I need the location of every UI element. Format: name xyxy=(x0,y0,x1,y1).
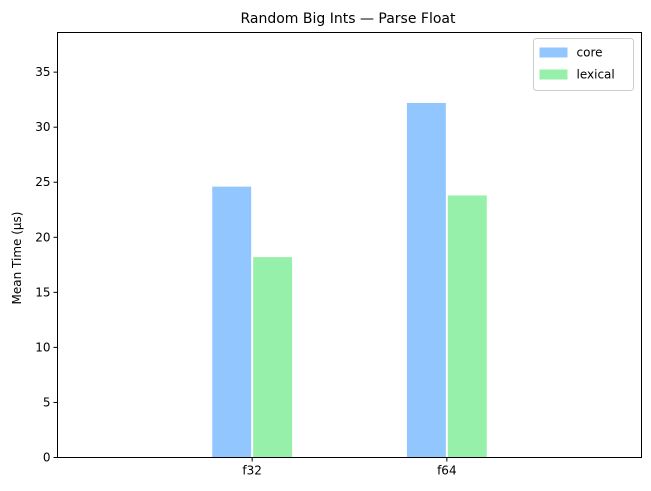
legend: core lexical xyxy=(533,38,634,91)
y-tick-label: 15 xyxy=(35,285,50,299)
legend-swatch-lexical xyxy=(539,69,568,80)
x-tick-label-f64: f64 xyxy=(437,464,457,478)
x-axis: f32 f64 xyxy=(242,457,457,478)
legend-swatch-core xyxy=(539,47,568,58)
bar-core-f32 xyxy=(212,186,252,458)
legend-label-lexical: lexical xyxy=(577,68,615,82)
chart-title: Random Big Ints — Parse Float xyxy=(240,11,456,27)
y-tick-label: 5 xyxy=(43,395,51,409)
y-tick-label: 20 xyxy=(35,230,50,244)
y-tick-label: 25 xyxy=(35,175,50,189)
y-tick-label: 10 xyxy=(35,340,50,354)
y-tick-label: 30 xyxy=(35,120,50,134)
legend-label-core: core xyxy=(577,46,603,60)
bar-lexical-f32 xyxy=(253,257,293,458)
y-tick-label: 35 xyxy=(35,65,50,79)
y-axis: 0 5 10 15 20 25 30 35 xyxy=(35,65,58,465)
x-tick-label-f32: f32 xyxy=(242,464,262,478)
y-axis-label: Mean Time (µs) xyxy=(10,212,24,305)
bars-group xyxy=(212,102,487,458)
bar-core-f64 xyxy=(406,102,446,458)
y-tick-label: 0 xyxy=(43,451,51,465)
plot-frame xyxy=(57,32,642,458)
bar-lexical-f64 xyxy=(447,195,487,458)
